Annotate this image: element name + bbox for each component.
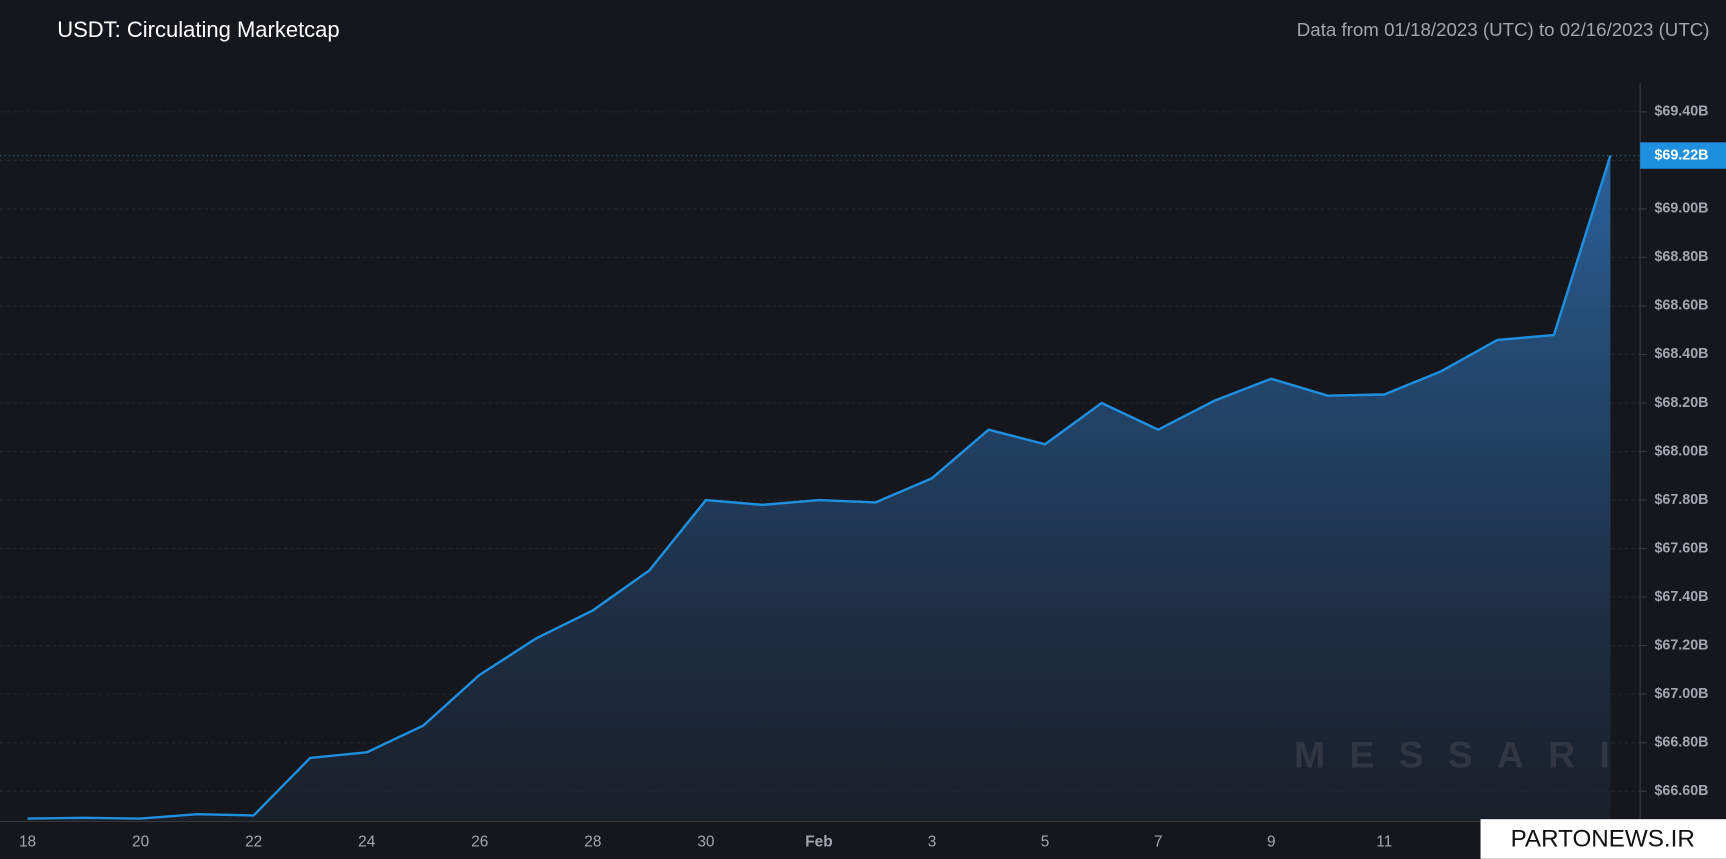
- y-tick-label: $67.60B: [1654, 540, 1708, 556]
- x-tick-label: 30: [697, 833, 714, 850]
- source-watermark: PARTONEWS.IR: [1511, 825, 1695, 852]
- y-tick-label: $68.20B: [1654, 395, 1708, 411]
- plot: [0, 154, 1641, 821]
- x-tick-label: 22: [245, 833, 262, 850]
- y-tick-label: $68.80B: [1654, 249, 1708, 265]
- x-tick-label: 24: [358, 833, 376, 850]
- y-tick-label: $69.00B: [1654, 201, 1708, 217]
- area: [27, 155, 1611, 821]
- x-tick-label: 28: [584, 833, 601, 850]
- source-box: [1480, 819, 1726, 859]
- y-tick-label: $66.80B: [1654, 734, 1708, 750]
- x-tick-label: 3: [928, 833, 937, 850]
- chart-title: USDT: Circulating Marketcap: [57, 17, 339, 42]
- y-tick-label: $67.20B: [1654, 637, 1708, 653]
- y-tick-label: $68.60B: [1654, 298, 1708, 314]
- y-tick-label: $66.60B: [1654, 783, 1708, 799]
- x-tick-label: 5: [1041, 833, 1050, 850]
- y-tick-label: $67.40B: [1654, 589, 1708, 605]
- line: [27, 155, 1612, 820]
- x-tick-label: 9: [1267, 833, 1276, 850]
- chart-subtitle: Data from 01/18/2023 (UTC) to 02/16/2023…: [1297, 19, 1710, 40]
- y-tick-label: $68.40B: [1654, 346, 1708, 362]
- value-label-box: [1640, 142, 1726, 169]
- y-tick-label: $68.00B: [1654, 443, 1708, 459]
- x-tick-label: 18: [19, 833, 36, 850]
- x-tick-label: 11: [1376, 833, 1392, 850]
- y-tick-label: $67.80B: [1654, 492, 1708, 508]
- x-tick-label: 7: [1154, 833, 1163, 850]
- y-tick-label: $67.00B: [1654, 686, 1708, 702]
- value-label: $69.22B: [1654, 147, 1708, 163]
- x-tick-label: 26: [471, 833, 488, 850]
- y-tick-label: $69.40B: [1654, 104, 1708, 120]
- watermark: MESSARI: [1294, 733, 1634, 775]
- x-tick-label: 20: [132, 833, 149, 850]
- x-tick-label: Feb: [805, 833, 832, 850]
